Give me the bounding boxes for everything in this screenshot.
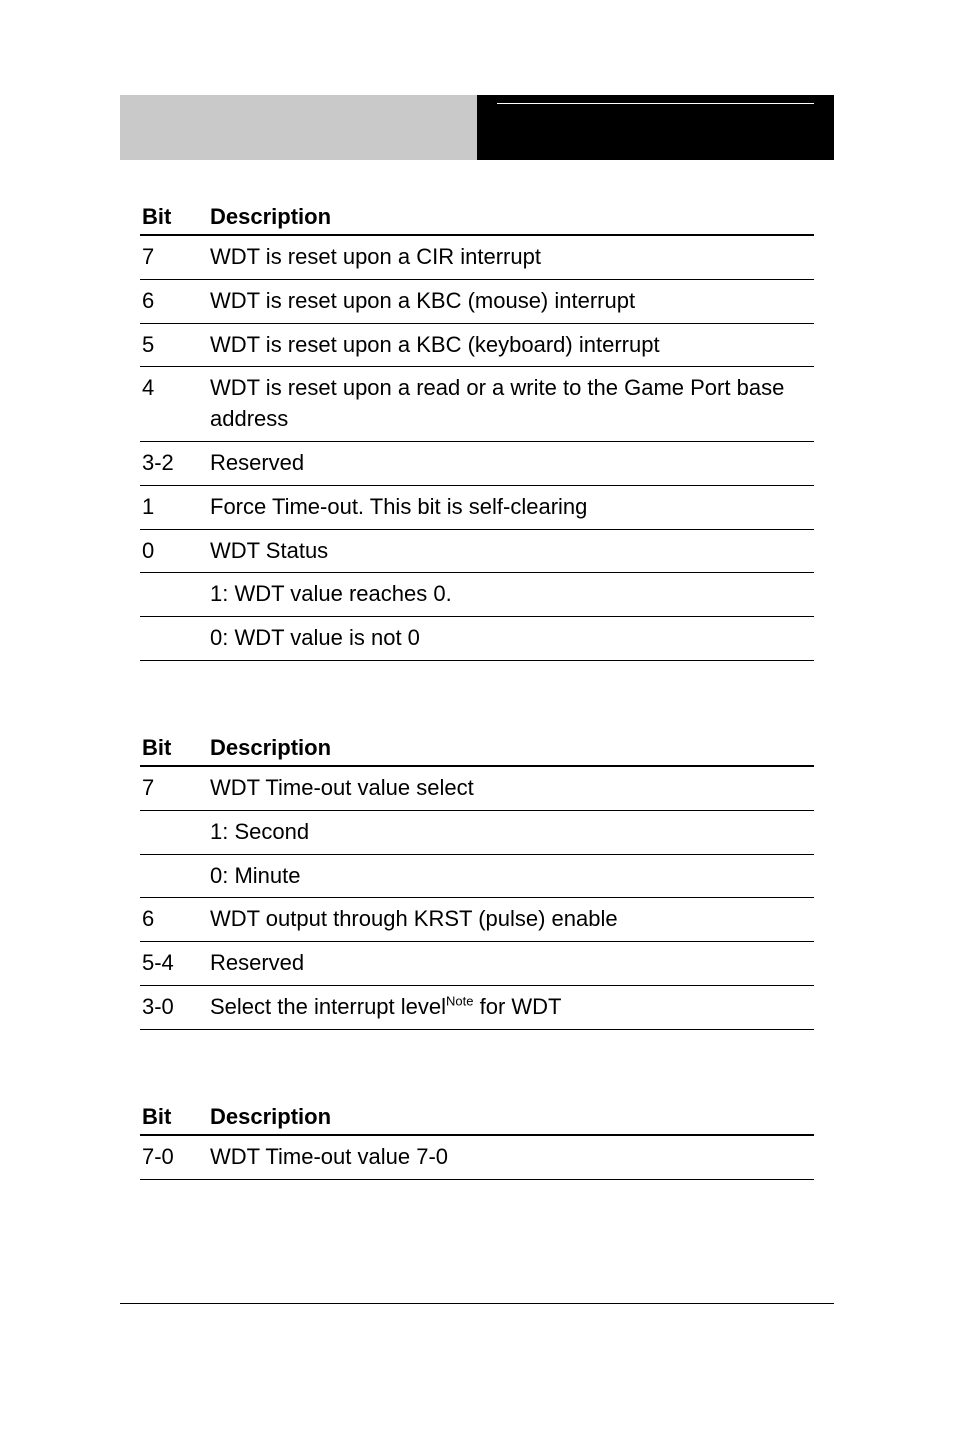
table-row: 7 WDT Time-out value select: [140, 766, 814, 810]
cell-description: WDT Time-out value select: [208, 766, 814, 810]
cell-bit: 7: [140, 235, 208, 279]
cell-description: 1: Second: [208, 810, 814, 854]
table-row: 5-4 Reserved: [140, 942, 814, 986]
header-bar: [120, 95, 834, 160]
table-row: 1 Force Time-out. This bit is self-clear…: [140, 485, 814, 529]
cell-bit: 5-4: [140, 942, 208, 986]
table-row: 0: Minute: [140, 854, 814, 898]
col-header-bit: Bit: [140, 731, 208, 766]
cell-bit: [140, 617, 208, 661]
cell-bit: 3-0: [140, 985, 208, 1029]
cell-bit: 4: [140, 367, 208, 442]
cell-bit: [140, 810, 208, 854]
desc-superscript: Note: [446, 994, 473, 1009]
col-header-description: Description: [208, 1100, 814, 1135]
table-row: 0: WDT value is not 0: [140, 617, 814, 661]
content-area: Bit Description 7 WDT is reset upon a CI…: [140, 200, 814, 1250]
cell-bit: 5: [140, 323, 208, 367]
cell-description: Reserved: [208, 942, 814, 986]
header-divider-line: [497, 103, 814, 104]
cell-bit: 6: [140, 898, 208, 942]
cell-description: WDT is reset upon a CIR interrupt: [208, 235, 814, 279]
table-row: 3-0 Select the interrupt levelNote for W…: [140, 985, 814, 1029]
bit-table-1: Bit Description 7 WDT is reset upon a CI…: [140, 200, 814, 661]
desc-text-post: for WDT: [474, 994, 562, 1019]
table-row: 3-2 Reserved: [140, 441, 814, 485]
col-header-bit: Bit: [140, 200, 208, 235]
table-header-row: Bit Description: [140, 1100, 814, 1135]
cell-description: Select the interrupt levelNote for WDT: [208, 985, 814, 1029]
table-row: 7-0 WDT Time-out value 7-0: [140, 1135, 814, 1179]
table-row: 0 WDT Status: [140, 529, 814, 573]
cell-description: WDT Time-out value 7-0: [208, 1135, 814, 1179]
bit-table-2: Bit Description 7 WDT Time-out value sel…: [140, 731, 814, 1030]
table-header-row: Bit Description: [140, 731, 814, 766]
cell-description: WDT is reset upon a KBC (mouse) interrup…: [208, 279, 814, 323]
cell-bit: 6: [140, 279, 208, 323]
table-row: 7 WDT is reset upon a CIR interrupt: [140, 235, 814, 279]
cell-bit: [140, 573, 208, 617]
cell-description: 1: WDT value reaches 0.: [208, 573, 814, 617]
cell-description: WDT output through KRST (pulse) enable: [208, 898, 814, 942]
desc-text-pre: Select the interrupt level: [210, 994, 446, 1019]
cell-description: 0: Minute: [208, 854, 814, 898]
bit-table-3: Bit Description 7-0 WDT Time-out value 7…: [140, 1100, 814, 1180]
col-header-description: Description: [208, 200, 814, 235]
footer-divider-line: [120, 1303, 834, 1304]
cell-description: 0: WDT value is not 0: [208, 617, 814, 661]
cell-description: WDT is reset upon a KBC (keyboard) inter…: [208, 323, 814, 367]
cell-description: WDT Status: [208, 529, 814, 573]
cell-bit: 7: [140, 766, 208, 810]
cell-bit: [140, 854, 208, 898]
cell-bit: 7-0: [140, 1135, 208, 1179]
col-header-bit: Bit: [140, 1100, 208, 1135]
cell-description: Force Time-out. This bit is self-clearin…: [208, 485, 814, 529]
cell-bit: 3-2: [140, 441, 208, 485]
table-header-row: Bit Description: [140, 200, 814, 235]
table-row: 5 WDT is reset upon a KBC (keyboard) int…: [140, 323, 814, 367]
header-gray-panel: [120, 95, 477, 160]
table-row: 6 WDT is reset upon a KBC (mouse) interr…: [140, 279, 814, 323]
table-row: 1: Second: [140, 810, 814, 854]
cell-description: Reserved: [208, 441, 814, 485]
header-black-panel: [477, 95, 834, 160]
cell-bit: 0: [140, 529, 208, 573]
cell-bit: 1: [140, 485, 208, 529]
col-header-description: Description: [208, 731, 814, 766]
table-row: 6 WDT output through KRST (pulse) enable: [140, 898, 814, 942]
table-row: 1: WDT value reaches 0.: [140, 573, 814, 617]
page: Bit Description 7 WDT is reset upon a CI…: [0, 0, 954, 1434]
cell-description: WDT is reset upon a read or a write to t…: [208, 367, 814, 442]
table-row: 4 WDT is reset upon a read or a write to…: [140, 367, 814, 442]
